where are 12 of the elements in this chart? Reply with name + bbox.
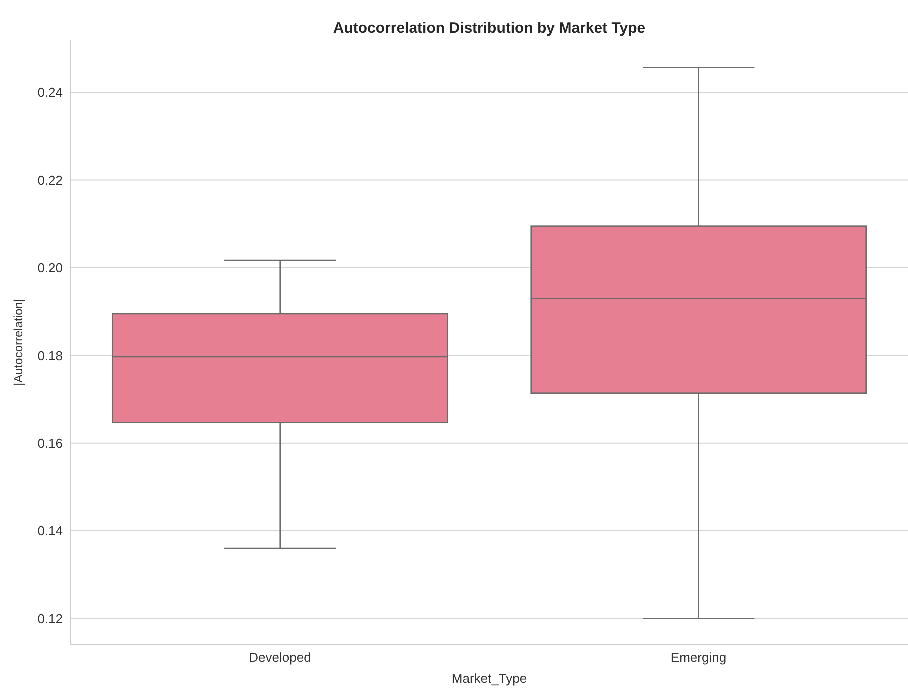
x-axis-title: Market_Type: [452, 671, 528, 686]
x-tick-label: Emerging: [670, 650, 727, 666]
chart-title: Autocorrelation Distribution by Market Type: [332, 20, 647, 37]
y-tick-label: 0.16: [38, 436, 63, 451]
y-tick-label: 0.22: [38, 172, 63, 188]
y-tick-label: 0.18: [38, 348, 63, 364]
y-tick-label: 0.20: [38, 260, 63, 276]
y-axis-title: |Autocorrelation|: [11, 299, 26, 386]
y-tick-label: 0.12: [38, 611, 63, 626]
y-tick-label: 0.14: [38, 524, 63, 539]
x-tick-label: Developed: [249, 650, 312, 666]
y-tick-label: 0.24: [38, 85, 63, 100]
